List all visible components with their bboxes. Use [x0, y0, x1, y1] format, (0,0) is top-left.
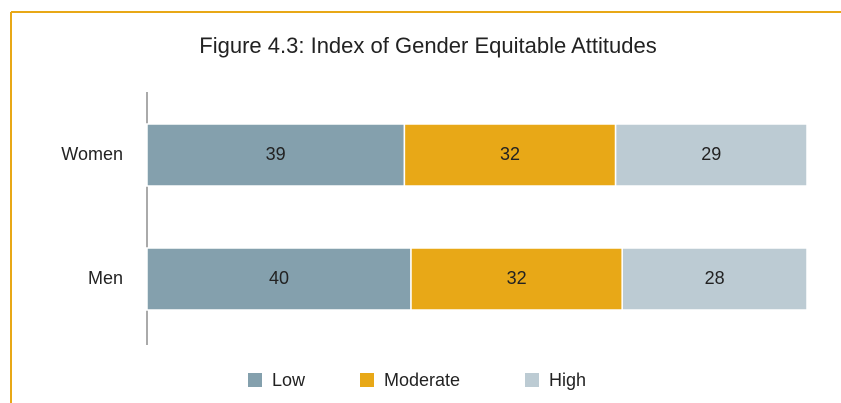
data-label: 32	[507, 268, 527, 288]
legend-label: High	[549, 370, 586, 390]
data-label: 39	[266, 144, 286, 164]
legend-swatch	[248, 373, 262, 387]
bar-segment	[410, 247, 623, 311]
legend-label: Moderate	[384, 370, 460, 390]
legend-swatch	[525, 373, 539, 387]
legend-label: Low	[272, 370, 306, 390]
data-label: 40	[269, 268, 289, 288]
y-tick-label: Men	[88, 268, 123, 288]
bar-segment	[403, 123, 617, 187]
y-tick-label: Women	[61, 144, 123, 164]
data-label: 28	[705, 268, 725, 288]
bar-segment	[614, 123, 808, 187]
data-label: 29	[701, 144, 721, 164]
bar-segment	[146, 247, 412, 311]
bar-segment	[621, 247, 808, 311]
chart-title: Figure 4.3: Index of Gender Equitable At…	[199, 33, 656, 58]
bar-segment	[146, 123, 406, 187]
data-label: 32	[500, 144, 520, 164]
legend-swatch	[360, 373, 374, 387]
